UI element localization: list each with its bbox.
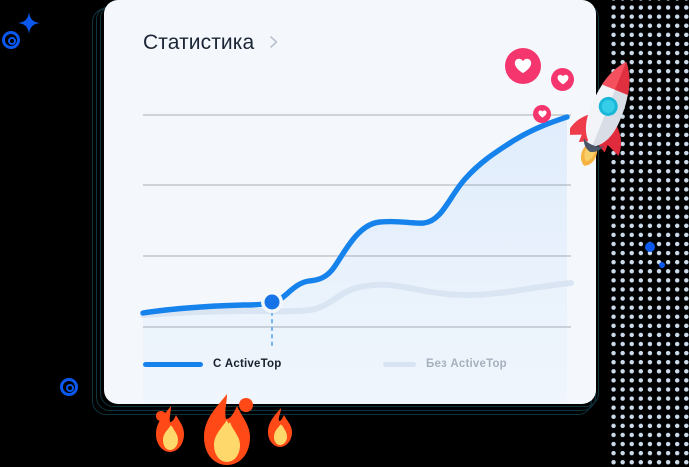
- dot-icon-top: [8, 37, 16, 45]
- sparkle-icon: [18, 12, 40, 34]
- dot-icon-right-small: [659, 262, 665, 268]
- heart-icon-large: [505, 48, 541, 84]
- ring-icon-top: [2, 31, 20, 49]
- legend-item-inactive[interactable]: Без ActiveTop: [383, 358, 507, 370]
- heart-icon-small: [533, 105, 551, 123]
- chart-line-primary: [140, 114, 570, 316]
- heart-icon-medium: [551, 68, 574, 91]
- legend-label-inactive: Без ActiveTop: [426, 358, 507, 370]
- legend-item-active[interactable]: С ActiveTop: [143, 358, 281, 370]
- fire-icon-left: [152, 404, 188, 454]
- chart-line-secondary: [140, 280, 574, 318]
- chart-marker-point: [261, 291, 283, 313]
- statistics-chart: [104, 0, 596, 404]
- page-title: Статистика: [143, 31, 255, 54]
- dot-icon-bottom: [66, 384, 74, 392]
- ring-icon-bottom: [60, 378, 78, 396]
- chart-legend: С ActiveTop Без ActiveTop: [143, 358, 563, 378]
- legend-swatch-active: [143, 361, 203, 367]
- chart-area-fill: [143, 118, 567, 404]
- dot-icon-right: [645, 242, 655, 252]
- legend-swatch-inactive: [383, 361, 416, 367]
- fire-icon-center: [196, 392, 258, 467]
- chevron-right-icon[interactable]: [267, 34, 281, 50]
- legend-label-active: С ActiveTop: [213, 358, 282, 370]
- rocket-icon: [570, 54, 642, 170]
- fire-icon-right: [266, 406, 294, 448]
